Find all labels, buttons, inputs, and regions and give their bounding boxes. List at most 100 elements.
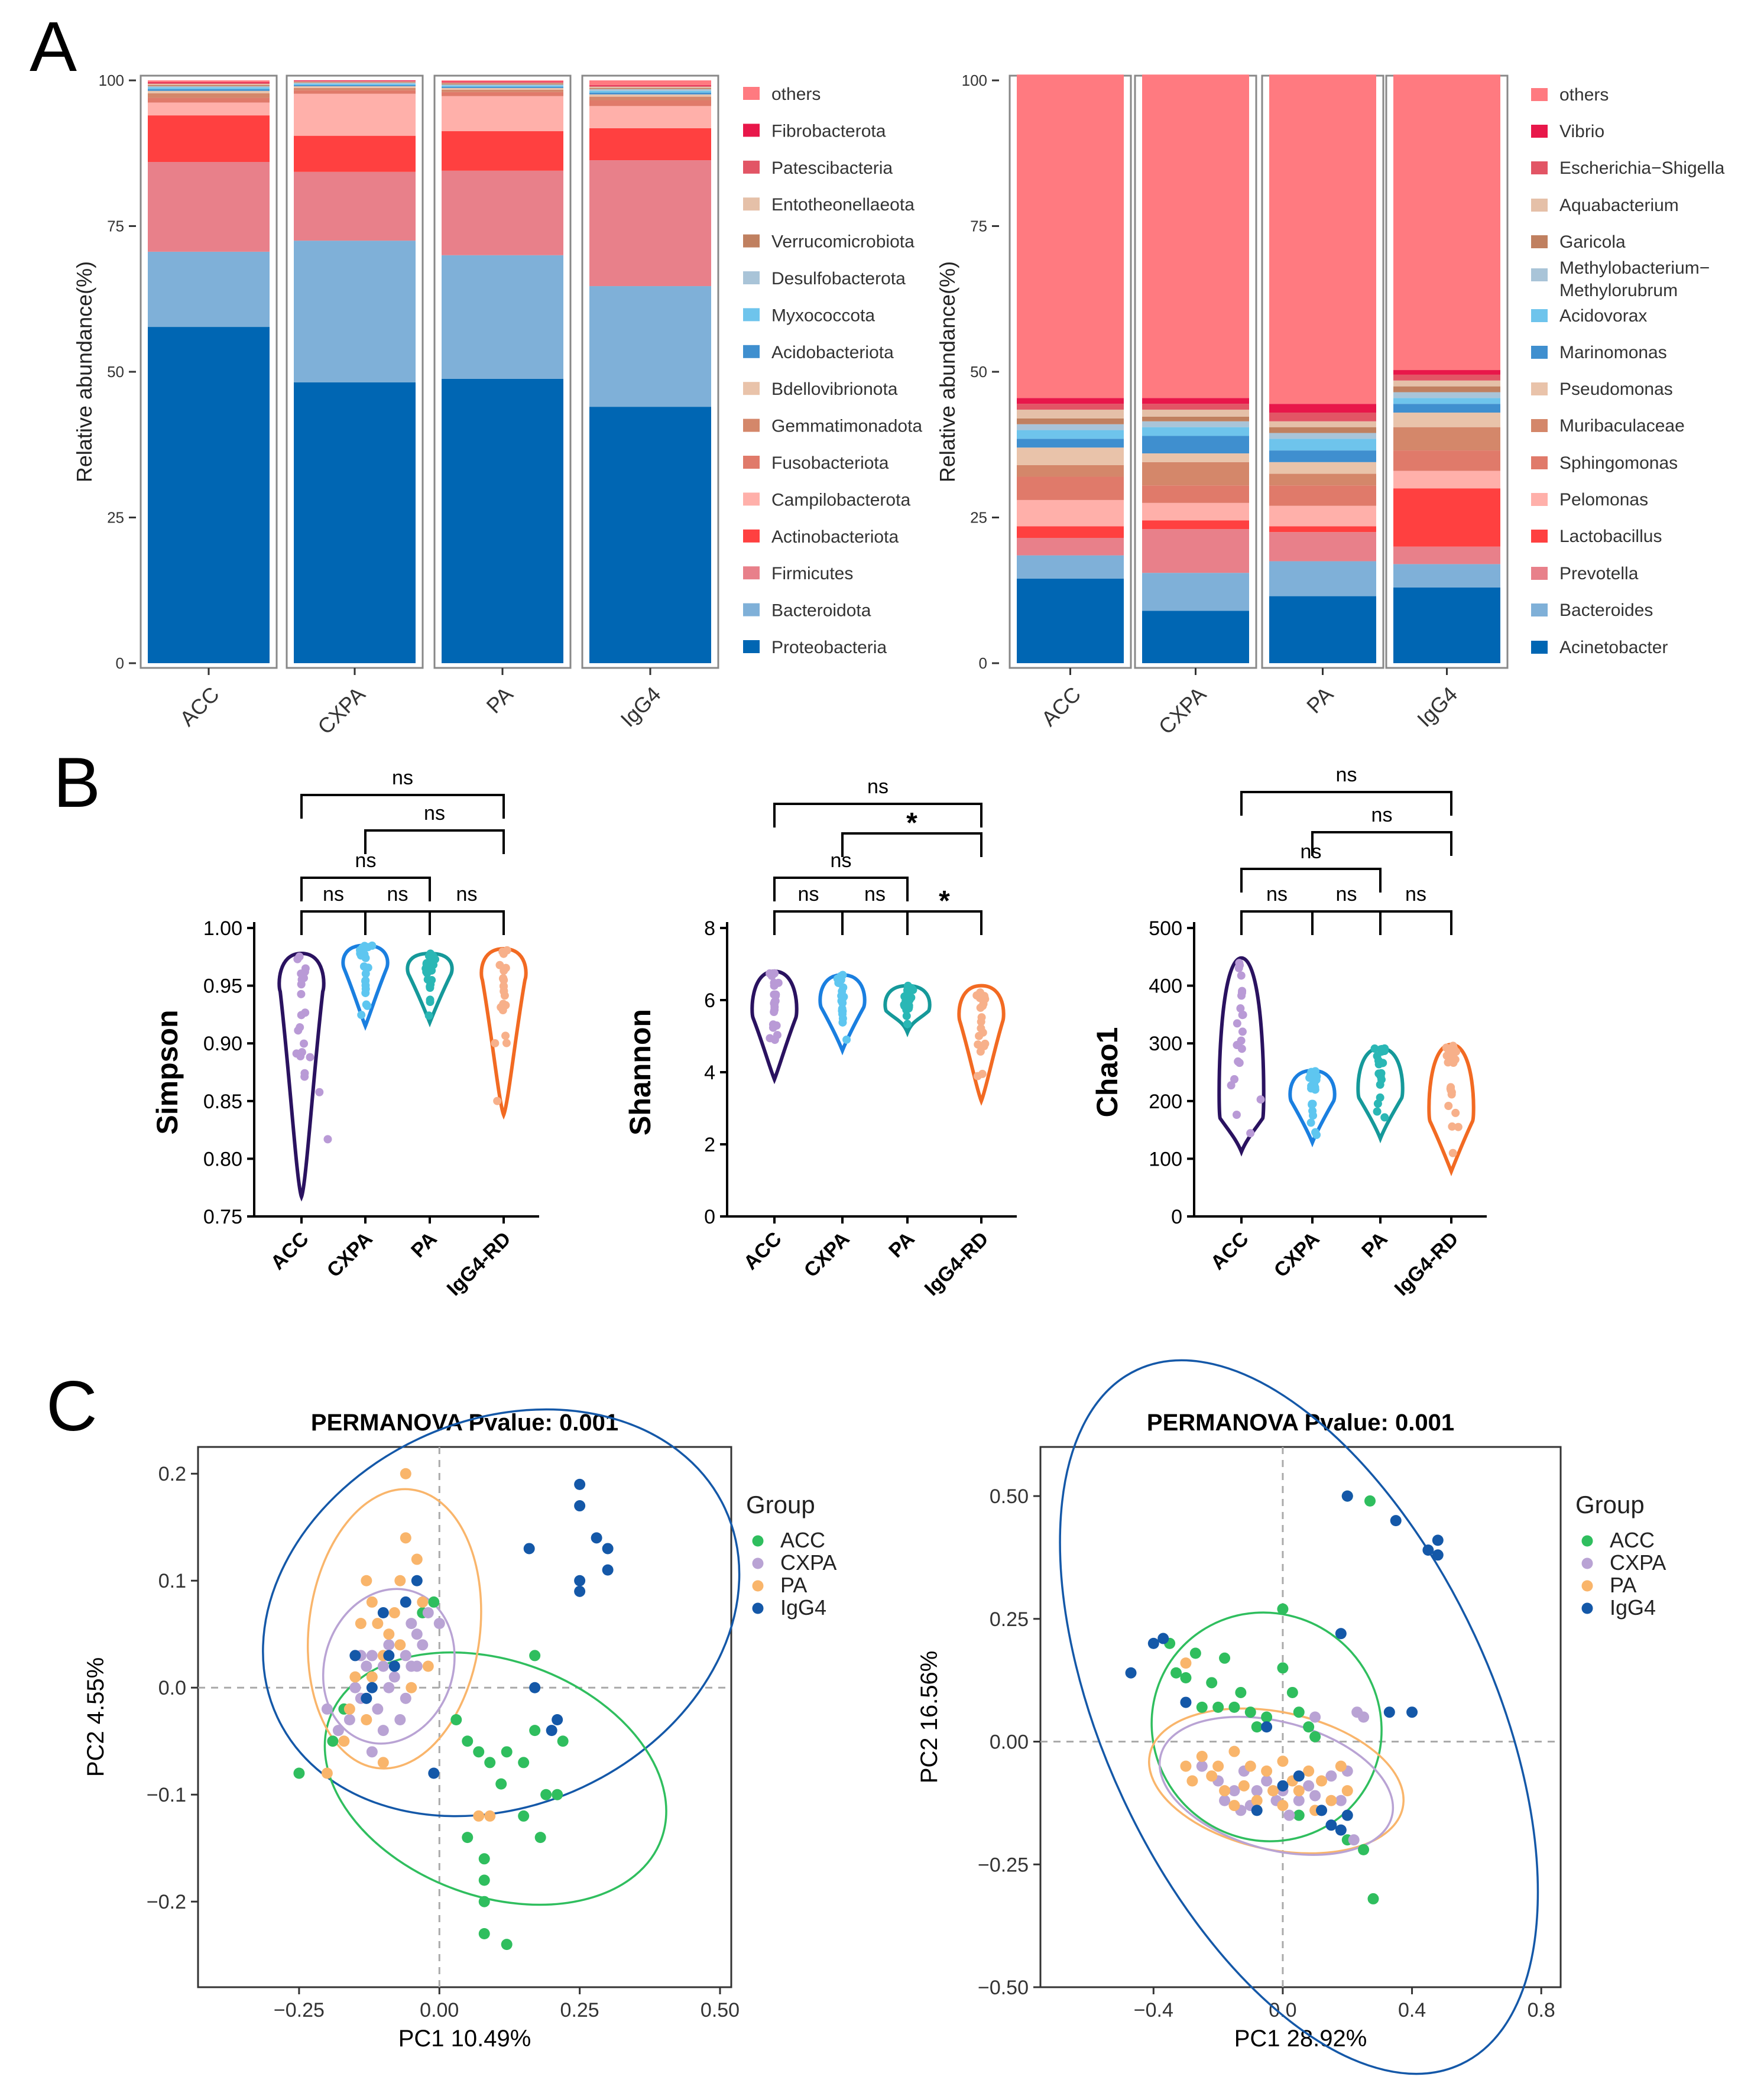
significance-label: ns [1336,883,1357,906]
stacked-bar-segment-myxococcota [442,85,563,87]
violin-point [903,1020,912,1028]
significance-bracket [1311,831,1452,856]
scatter-point-acc [557,1735,569,1747]
stacked-bar-segment-acidobacteriota [442,86,563,88]
violin-point [905,995,914,1004]
scatter-point-igg4 [388,1660,400,1672]
scatter-point-cxpa [400,1650,411,1662]
y-tick-label: 0.90 [203,1033,242,1055]
legend-label: others [1559,85,1609,105]
x-tick-label: 0.50 [701,1999,740,2021]
violin-igg4-rd [957,984,1006,1106]
violin-point [361,976,370,985]
scatter-point-pa [1325,1795,1337,1806]
stacked-bar-segment-others [1393,74,1500,371]
stacked-bar-segment-marinomonas [1269,450,1376,462]
stacked-bar-segment-pelomonas [1017,499,1124,527]
legend-swatch [1531,530,1548,543]
stacked-bar-segment-verrucomicrobiota [148,85,270,86]
stacked-bar-segment-pseudomonas [1142,453,1249,462]
stacked-bar-segment-acidovorax [1269,439,1376,451]
violin-point [361,969,370,978]
x-tick-label: 0.4 [1398,1999,1426,2021]
stacked-bar-segment-pseudomonas [1393,413,1500,427]
scatter-point-pa [1303,1765,1315,1777]
scatter-point-acc [1219,1652,1231,1664]
scatter-point-acc [529,1725,541,1737]
scatter-point-cxpa [383,1682,395,1693]
x-tick-label: IgG4 [615,682,665,732]
x-tick-label: IgG4-RD [920,1228,993,1300]
legend-label: others [771,85,821,104]
violin-point [297,1048,306,1057]
stacked-bar-segment-fusobacteriota [294,90,416,94]
legend-swatch [743,418,760,432]
stacked-bar-segment-methylobacterium-methylorubrum [1142,421,1249,427]
scatter-point-igg4 [1125,1667,1137,1679]
panel-label-a: A [30,7,77,86]
scatter-point-pa [394,1575,406,1586]
stacked-bar-segment-vibrio [1269,404,1376,413]
violin-point [1377,1075,1386,1084]
stacked-bar-segment-pseudomonas [1017,447,1124,465]
legend-label: Pseudomonas [1559,379,1673,399]
x-tick-label: CXPA [800,1228,854,1282]
legend-swatch [1531,346,1548,359]
stacked-bar-segment-myxococcota [294,83,416,85]
chart-title: PERMANOVA Pvalue: 0.001 [1147,1410,1454,1436]
scatter-point-pa [355,1618,367,1630]
scatter-point-igg4 [529,1682,541,1693]
stacked-bar-segment-methylobacterium-methylorubrum [1269,433,1376,439]
violin-point [1311,1085,1319,1094]
significance-label: ns [1405,883,1426,906]
significance-bracket [364,910,431,935]
legend-label: Gemmatimonadota [771,417,922,436]
x-tick-label: IgG4-RD [443,1228,515,1300]
legend-marker [1581,1535,1593,1547]
stacked-bar-segment-campilobacterota [589,106,711,128]
violin-point [1233,1019,1241,1028]
x-tick-label: IgG4 [1412,682,1462,732]
significance-label: ns [424,802,445,825]
scatter-point-igg4 [574,1478,586,1490]
scatter-point-igg4 [602,1564,614,1576]
legend-label: IgG4 [1610,1595,1656,1620]
violin-point [1235,959,1244,968]
legend-swatch [743,308,760,322]
stacked-bar-segment-verrucomicrobiota [294,82,416,83]
x-tick-label: 0.00 [420,1999,459,2021]
stacked-bar-segment-proteobacteria [294,382,416,663]
y-tick-label: 400 [1149,975,1182,998]
confidence-ellipse-igg4 [262,1408,741,1818]
violin-point [424,1011,433,1020]
legend-title: Group [746,1491,815,1518]
y-axis-label: PC2 16.56% [916,1651,942,1784]
y-tick-label: 100 [962,72,987,89]
stacked-bar-segment-muribaculaceae [1393,427,1500,451]
stacked-bar-segment-escherichia-shigella [1393,374,1500,381]
violin-point [501,1001,510,1010]
stacked-bar-segment-patescibacteria [148,82,270,84]
scatter-point-acc [478,1928,490,1940]
stacked-bar-segment-acidobacteriota [148,89,270,91]
scatter-point-igg4 [361,1692,372,1704]
legend-label: Methylobacterium− [1559,258,1710,278]
violin-point [501,963,510,972]
violin-acc [750,969,799,1085]
significance-label: ns [798,883,819,906]
violin-point [772,1021,781,1030]
violin-pa [406,951,454,1028]
violin-point [315,1088,324,1096]
scatter-point-acc [462,1735,474,1747]
scatter-point-cxpa [1358,1711,1370,1723]
scatter-point-pa [394,1639,406,1651]
scatter-point-pa [400,1468,411,1479]
stacked-bar-segment-acidobacteriota [589,92,711,95]
significance-label: ns [1301,841,1322,863]
violin-point [422,968,431,976]
violin-point [976,988,985,997]
significance-bracket [906,910,982,935]
scatter-point-pa [1341,1785,1353,1797]
legend-swatch [1531,567,1548,580]
